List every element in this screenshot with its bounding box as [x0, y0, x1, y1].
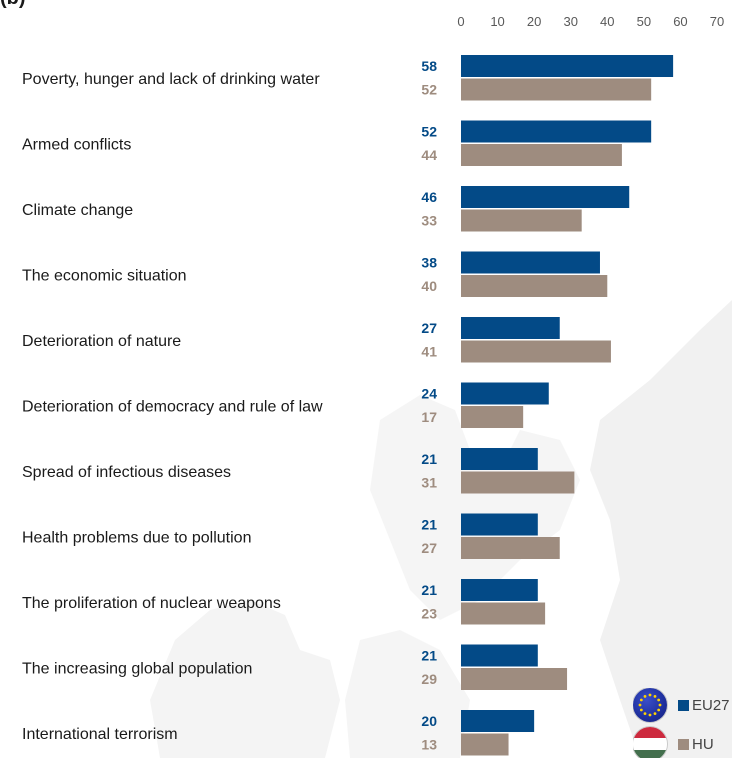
- bar-hu-7: [461, 537, 560, 559]
- data-label-hu-5: 17: [421, 409, 437, 425]
- x-tick-label-60: 60: [673, 14, 687, 29]
- bar-hu-5: [461, 406, 524, 428]
- data-label-hu-1: 44: [421, 147, 437, 163]
- category-label-9: The increasing global population: [22, 660, 252, 677]
- category-label-5: Deterioration of democracy and rule of l…: [22, 398, 323, 415]
- data-label-hu-0: 52: [421, 82, 437, 98]
- bar-eu27-8: [461, 579, 538, 601]
- category-label-3: The economic situation: [22, 267, 187, 284]
- data-label-hu-7: 27: [421, 540, 437, 556]
- data-label-eu27-8: 21: [421, 582, 437, 598]
- bar-eu27-4: [461, 317, 560, 339]
- category-label-6: Spread of infectious diseases: [22, 464, 231, 481]
- legend-label-hu: HU: [692, 735, 714, 753]
- bar-hu-8: [461, 602, 546, 625]
- x-axis: 0 10 20 30 40 50 60 70: [457, 14, 724, 29]
- legend-swatch-eu27: [678, 699, 689, 711]
- bar-hu-6: [461, 471, 575, 494]
- category-label-8: The proliferation of nuclear weapons: [22, 595, 281, 612]
- data-label-eu27-4: 27: [421, 320, 437, 336]
- eu-star: [643, 712, 647, 716]
- bar-eu27-10: [461, 710, 535, 732]
- eu-star: [648, 693, 652, 697]
- bar-hu-4: [461, 340, 611, 363]
- bar-hu-9: [461, 668, 568, 690]
- bar-eu27-9: [461, 644, 538, 667]
- bar-eu27-1: [461, 120, 652, 143]
- category-label-4: Deterioration of nature: [22, 333, 181, 350]
- bar-eu27-5: [461, 382, 549, 405]
- bar-hu-3: [461, 275, 608, 297]
- x-tick-label-10: 10: [490, 14, 504, 29]
- eu-star: [638, 703, 642, 707]
- data-label-eu27-6: 21: [421, 451, 437, 467]
- figure-label: (b): [0, 0, 26, 10]
- eu-flag-icon: [633, 688, 667, 722]
- eu-star: [643, 694, 647, 698]
- x-tick-label-50: 50: [637, 14, 651, 29]
- data-label-hu-9: 29: [421, 671, 437, 687]
- eu-star: [658, 703, 662, 707]
- bars: [461, 55, 674, 756]
- x-tick-label-70: 70: [710, 14, 724, 29]
- data-label-hu-2: 33: [421, 213, 437, 229]
- category-label-10: International terrorism: [22, 726, 178, 743]
- data-label-eu27-10: 20: [421, 713, 437, 729]
- legend-item-eu27: EU27: [633, 688, 732, 722]
- chart-legend: EU27 HU: [633, 688, 732, 758]
- legend-swatch-hu: [678, 738, 689, 750]
- data-label-hu-4: 41: [421, 344, 437, 360]
- category-label-2: Climate change: [22, 202, 133, 219]
- category-label-1: Armed conflicts: [22, 136, 131, 153]
- bar-eu27-3: [461, 251, 600, 274]
- bar-hu-0: [461, 78, 652, 101]
- data-label-hu-10: 13: [421, 737, 437, 753]
- data-label-eu27-0: 58: [421, 58, 437, 74]
- x-tick-label-30: 30: [563, 14, 577, 29]
- data-label-eu27-3: 38: [421, 255, 437, 271]
- bar-hu-2: [461, 209, 582, 232]
- data-label-eu27-5: 24: [421, 386, 437, 402]
- bar-hu-1: [461, 144, 622, 166]
- hungary-flag-icon: [633, 727, 667, 758]
- map-landmass-left: [150, 600, 340, 758]
- eu-star: [639, 698, 643, 702]
- data-label-hu-6: 31: [421, 475, 437, 491]
- x-tick-label-20: 20: [527, 14, 541, 29]
- legend-label-eu27: EU27: [692, 696, 730, 714]
- bar-eu27-7: [461, 513, 538, 536]
- map-landmass-lower: [345, 630, 470, 758]
- eu-star: [653, 694, 657, 698]
- data-label-eu27-2: 46: [421, 189, 437, 205]
- eu-star: [639, 708, 643, 712]
- bar-eu27-2: [461, 186, 630, 208]
- legend-item-hu: HU: [633, 727, 732, 758]
- eu-star: [653, 712, 657, 716]
- bar-eu27-0: [461, 55, 674, 77]
- data-label-eu27-9: 21: [421, 648, 437, 664]
- bar-eu27-6: [461, 448, 538, 470]
- data-label-hu-3: 40: [421, 278, 437, 294]
- eu-star: [648, 713, 652, 717]
- x-tick-label-0: 0: [457, 14, 464, 29]
- x-tick-label-40: 40: [600, 14, 614, 29]
- category-label-0: Poverty, hunger and lack of drinking wat…: [22, 71, 320, 88]
- eu-star: [657, 708, 661, 712]
- data-label-eu27-7: 21: [421, 517, 437, 533]
- map-landmass-right: [590, 300, 732, 758]
- category-label-7: Health problems due to pollution: [22, 529, 251, 546]
- data-label-hu-8: 23: [421, 606, 437, 622]
- eu-star: [657, 698, 661, 702]
- bar-hu-10: [461, 733, 509, 756]
- data-label-eu27-1: 52: [421, 124, 437, 140]
